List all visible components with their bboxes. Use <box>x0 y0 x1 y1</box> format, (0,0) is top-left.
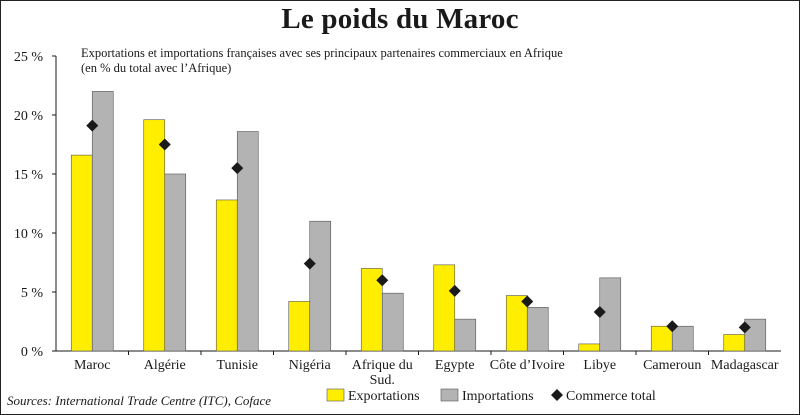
x-tick-label: Algérie <box>144 358 186 373</box>
marker-commerce-total <box>738 321 751 334</box>
x-tick-label: Afrique du <box>352 358 413 373</box>
bar-exportations <box>143 119 166 352</box>
bar-importations <box>309 220 332 352</box>
bar-importations <box>91 91 114 352</box>
bar-exportations <box>578 343 601 352</box>
bar-exportations <box>70 154 93 352</box>
marker-commerce-total <box>448 284 461 297</box>
x-tick-label: Libye <box>583 358 616 373</box>
bar-exportations <box>215 199 238 352</box>
x-tick-label: Cameroun <box>643 358 701 373</box>
bar-importations <box>671 325 694 352</box>
marker-commerce-total <box>231 162 244 175</box>
y-tick-label: 15 % <box>14 168 44 183</box>
x-tick-label: Côte d’Ivoire <box>490 358 565 373</box>
bar-exportations <box>650 325 673 352</box>
bar-importations <box>381 292 404 352</box>
marker-commerce-total <box>86 119 99 132</box>
bar-exportations <box>288 301 311 352</box>
bar-importations <box>236 131 259 352</box>
legend-label-exportations: Exportations <box>348 389 420 404</box>
marker-commerce-total <box>521 295 534 308</box>
x-tick-label: Tunisie <box>216 358 258 373</box>
marker-commerce-total <box>593 306 606 319</box>
bar-importations <box>454 318 477 352</box>
x-tick-label: Nigéria <box>289 358 332 373</box>
chart-subtitle-line-2: (en % du total avec l’Afrique) <box>81 61 232 75</box>
legend-swatch-commerce <box>551 389 563 401</box>
bar-importations <box>526 307 549 352</box>
marker-commerce-total <box>666 320 679 333</box>
bar-exportations <box>433 264 456 352</box>
marker-commerce-total <box>158 138 171 151</box>
x-tick-label: Egypte <box>435 358 475 373</box>
y-tick-label: 5 % <box>21 286 44 301</box>
y-tick-label: 25 % <box>14 50 44 65</box>
legend-swatch-importations <box>440 388 459 402</box>
y-tick-label: 0 % <box>21 345 44 360</box>
chart-title: Le poids du Maroc <box>281 3 519 35</box>
marker-commerce-total <box>376 274 389 287</box>
x-tick-label: Maroc <box>74 358 111 373</box>
marker-commerce-total <box>303 257 316 270</box>
x-tick-label: Sud. <box>370 373 395 388</box>
y-tick-label: 20 % <box>14 109 44 124</box>
chart-subtitle-line-1: Exportations et importations françaises … <box>81 46 563 60</box>
x-tick-label: Madagascar <box>711 358 779 373</box>
legend-label-importations: Importations <box>462 389 534 404</box>
legend-swatch-exportations <box>326 388 345 402</box>
bar-exportations <box>723 334 746 352</box>
y-tick-label: 10 % <box>14 227 44 242</box>
bar-importations <box>744 318 767 352</box>
bar-importations <box>164 173 187 352</box>
source-note: Sources: International Trade Centre (ITC… <box>7 393 272 408</box>
legend-label-commerce: Commerce total <box>566 389 656 404</box>
